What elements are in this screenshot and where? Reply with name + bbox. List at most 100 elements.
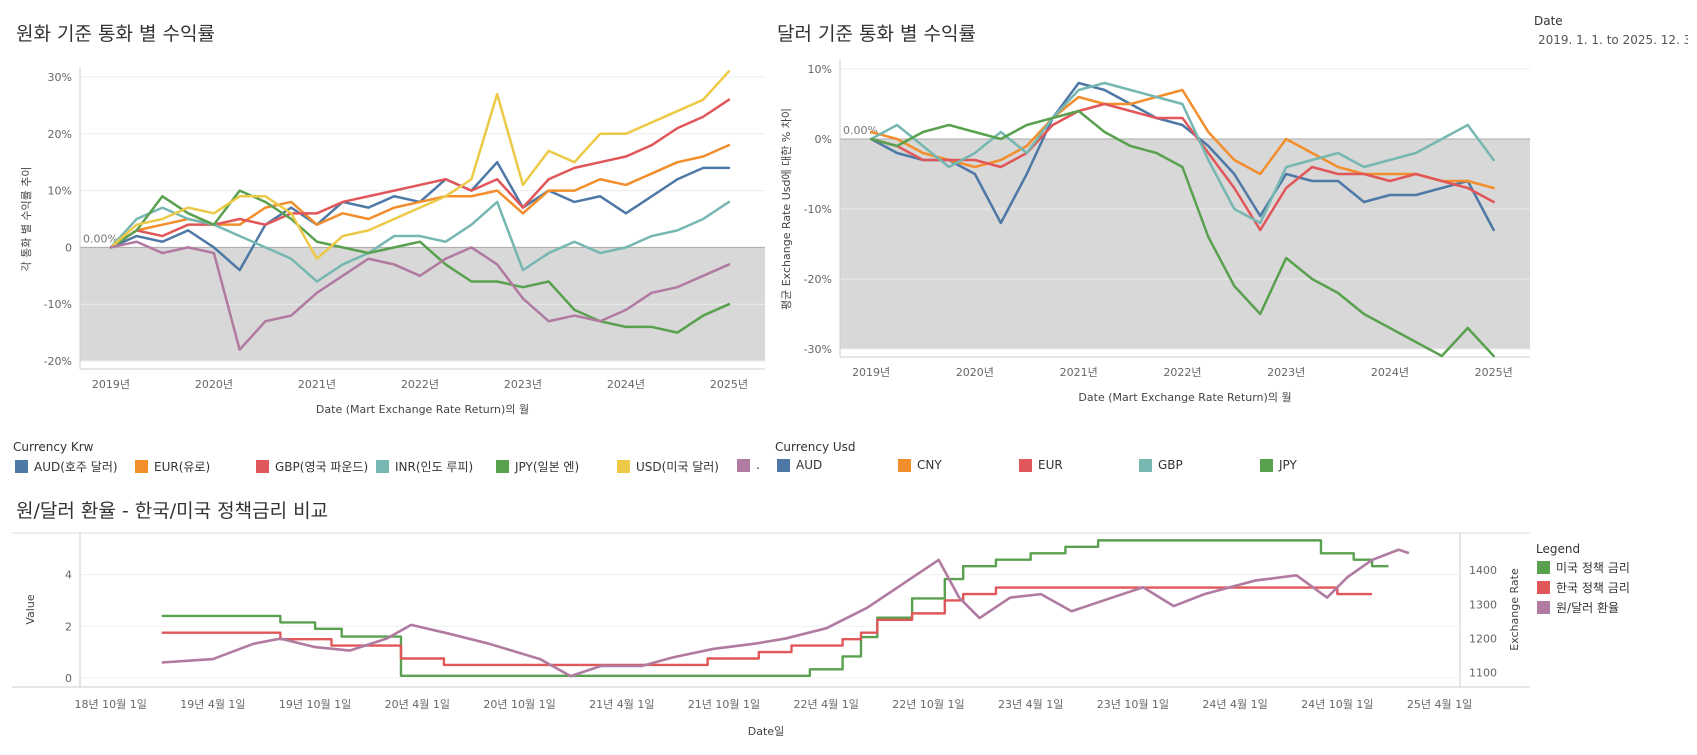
legend-item-us[interactable]: 미국 정책 금리 xyxy=(1537,559,1630,576)
x-tick-label: 2022년 xyxy=(401,378,439,391)
x-tick-label: 2022년 xyxy=(1163,366,1201,379)
x-tick-label: 25년 4월 1일 xyxy=(1407,697,1472,711)
y-tick-label: 0% xyxy=(815,133,832,146)
legend-item-jpy[interactable]: JPY xyxy=(1260,458,1297,472)
legend-item-other[interactable]: . xyxy=(737,458,760,472)
series-line-eur xyxy=(109,143,731,249)
x-tick-label: 2023년 xyxy=(1267,366,1305,379)
y-tick-label: 10% xyxy=(808,63,832,76)
legend-krw-title: Currency Krw xyxy=(13,440,94,454)
legend-label: 원/달러 환율 xyxy=(1556,601,1620,615)
x-axis-title: Date (Mart Exchange Rate Return)의 월 xyxy=(316,403,529,416)
y-right-axis-title: Exchange Rate xyxy=(1508,568,1521,651)
legend-label: JPY xyxy=(1279,458,1297,472)
y-tick-label: -10% xyxy=(44,298,72,311)
legend-item-inr[interactable]: GBP xyxy=(1139,458,1183,472)
x-tick-label: 2023년 xyxy=(504,378,542,391)
series-line-inr xyxy=(869,81,1495,225)
legend-swatch xyxy=(1139,458,1152,472)
policy-chart-title: 원/달러 환율 - 한국/미국 정책금리 비교 xyxy=(16,500,329,522)
reference-line-label: 0.00% xyxy=(843,124,878,137)
y-right-tick-label: 1200 xyxy=(1469,633,1497,646)
krw-chart-title: 원화 기준 통화 별 수익률 xyxy=(16,23,215,45)
series-line-fx xyxy=(161,548,1410,678)
legend-item-gbp[interactable]: EUR xyxy=(1019,458,1063,472)
legend-swatch xyxy=(1537,601,1550,614)
legend-item-aud[interactable]: AUD(호주 달러) xyxy=(15,458,118,475)
legend-label: AUD xyxy=(796,458,823,472)
y-left-tick-label: 2 xyxy=(65,620,72,633)
y-tick-label: -10% xyxy=(804,203,832,216)
series-line-us xyxy=(161,539,1389,677)
legend-item-eur_cny[interactable]: CNY xyxy=(898,458,942,472)
x-tick-label: 2020년 xyxy=(195,378,233,391)
date-filter-label: Date xyxy=(1534,14,1563,28)
legend-label: USD(미국 달러) xyxy=(636,460,719,474)
krw-return-chart[interactable]: -20% -10% 0 10% 20% 30% 2019년 2020년 2021년 2022년 20… xyxy=(0,55,770,425)
legend-label: GBP(영국 파운드) xyxy=(275,460,369,474)
x-tick-label: 2024년 xyxy=(607,378,645,391)
legend-label: EUR xyxy=(1038,458,1063,472)
legend-swatch xyxy=(15,460,28,473)
legend-swatch xyxy=(737,458,750,472)
x-tick-label: 20년 4월 1일 xyxy=(385,697,450,711)
x-tick-label: 20년 10월 1일 xyxy=(483,697,555,711)
x-axis-title: Date일 xyxy=(748,724,784,738)
legend-swatch xyxy=(256,460,269,473)
x-tick-label: 2025년 xyxy=(1475,366,1513,379)
legend-swatch xyxy=(496,460,509,473)
usd-chart-title: 달러 기준 통화 별 수익률 xyxy=(777,23,976,45)
legend-label: 한국 정책 금리 xyxy=(1556,581,1630,595)
x-tick-label: 19년 4월 1일 xyxy=(180,697,245,711)
x-tick-label: 21년 10월 1일 xyxy=(688,697,760,711)
date-filter-value[interactable]: 2019. 1. 1. to 2025. 12. 3.. xyxy=(1538,33,1688,47)
legend-item-aud[interactable]: AUD xyxy=(777,458,822,472)
legend-swatch xyxy=(135,460,148,473)
y-left-tick-label: 0 xyxy=(65,672,72,685)
series-line-other xyxy=(109,240,731,351)
x-axis-title: Date (Mart Exchange Rate Return)의 월 xyxy=(1078,391,1291,404)
legend-label: CNY xyxy=(917,458,942,472)
y-tick-label: 10% xyxy=(48,185,72,198)
policy-rate-chart[interactable]: 0 2 4 1100 1200 1300 1400 18년 10월 1일 19년 4월 1일 19… xyxy=(0,530,1530,755)
series-line-eur xyxy=(869,88,1495,190)
x-tick-label: 2024년 xyxy=(1371,366,1409,379)
legend-item-eur[interactable]: EUR(유로) xyxy=(135,458,210,475)
legend-item-gbp[interactable]: GBP(영국 파운드) xyxy=(256,458,368,475)
usd-return-chart[interactable]: -30% -20% -10% 0% 10% 2019년 2020년 2021년 2022년 202… xyxy=(770,55,1540,425)
legend-swatch xyxy=(1019,458,1032,472)
legend-item-kr[interactable]: 한국 정책 금리 xyxy=(1537,579,1630,596)
legend-label: . xyxy=(756,458,760,472)
y-tick-label: 0 xyxy=(65,241,72,254)
series-line-gbp xyxy=(109,98,731,249)
y-right-tick-label: 1300 xyxy=(1469,598,1497,611)
series-line-usd xyxy=(109,70,731,261)
x-tick-label: 2025년 xyxy=(710,378,748,391)
x-tick-label: 22년 4월 1일 xyxy=(794,697,859,711)
y-left-tick-label: 4 xyxy=(65,569,72,582)
x-tick-label: 2020년 xyxy=(956,366,994,379)
legend-item-inr[interactable]: INR(인도 루피) xyxy=(376,458,473,475)
y-tick-label: -20% xyxy=(804,273,832,286)
x-tick-label: 2021년 xyxy=(1060,366,1098,379)
x-tick-label: 2021년 xyxy=(298,378,336,391)
legend-label: JPY(일본 엔) xyxy=(515,460,580,474)
legend-label: 미국 정책 금리 xyxy=(1556,561,1630,575)
y-axis-title: 각 통화 별 수익률 추이 xyxy=(20,166,33,271)
legend-swatch xyxy=(376,460,389,473)
x-tick-label: 24년 4월 1일 xyxy=(1202,697,1267,711)
legend-item-usd[interactable]: USD(미국 달러) xyxy=(617,458,719,475)
x-tick-label: 23년 10월 1일 xyxy=(1097,697,1169,711)
legend-item-jpy[interactable]: JPY(일본 엔) xyxy=(496,458,579,475)
legend-swatch xyxy=(617,460,630,473)
legend-swatch xyxy=(1260,458,1273,472)
legend-policy-title: Legend xyxy=(1536,542,1581,556)
y-tick-label: 30% xyxy=(48,71,72,84)
x-tick-label: 21년 4월 1일 xyxy=(589,697,654,711)
legend-item-fx[interactable]: 원/달러 환율 xyxy=(1537,599,1619,616)
legend-swatch xyxy=(898,458,911,472)
legend-swatch xyxy=(1537,581,1550,594)
legend-label: INR(인도 루피) xyxy=(395,460,474,474)
legend-label: EUR(유로) xyxy=(154,460,211,474)
reference-line-label: 0.00% xyxy=(83,232,118,245)
